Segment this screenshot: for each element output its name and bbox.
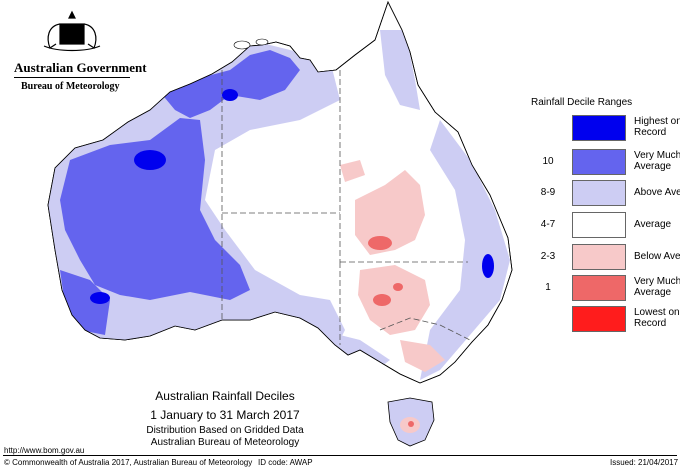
footer-divider	[3, 455, 677, 456]
legend-swatch	[572, 180, 626, 206]
legend-label: Below Average	[634, 251, 680, 262]
legend-item-average: 4-7 Average	[531, 212, 680, 238]
government-name: Australian Government	[14, 60, 147, 75]
legend-range: 10	[542, 156, 554, 167]
legend-range: 8-9	[540, 187, 556, 198]
legend-item-very-much-above: 10 Very Much Above Average	[531, 149, 680, 175]
tasmania	[387, 397, 435, 447]
issued-date: Issued: 21/04/2017	[610, 458, 679, 467]
legend-swatch	[572, 212, 626, 238]
legend-range: 4-7	[540, 219, 556, 230]
map-period: 1 January to 31 March 2017	[150, 408, 300, 422]
legend-swatch	[572, 149, 626, 175]
legend-label: Lowest on Record	[634, 307, 680, 329]
legend-label: Average	[634, 219, 672, 230]
legend-swatch	[572, 275, 626, 301]
legend-range: 2-3	[540, 251, 556, 262]
legend-item-lowest: Lowest on Record	[531, 306, 680, 332]
islands	[233, 38, 269, 50]
legend-item-highest: Highest on Record	[531, 115, 680, 141]
legend-swatch	[572, 115, 626, 141]
map-method: Distribution Based on Gridded Data	[146, 425, 304, 436]
website-url: http://www.bom.gov.au	[4, 446, 85, 455]
map-source: Australian Bureau of Meteorology	[150, 437, 300, 448]
header-divider	[14, 77, 130, 78]
copyright-text: © Commonwealth of Australia 2017, Austra…	[4, 458, 253, 467]
legend-swatch	[572, 306, 626, 332]
id-code: ID code: AWAP	[258, 458, 313, 467]
bureau-name: Bureau of Meteorology	[21, 81, 120, 92]
legend-title: Rainfall Decile Ranges	[531, 97, 633, 108]
legend-item-very-much-below: 1 Very Much Below Average	[531, 275, 680, 301]
legend-label: Highest on Record	[634, 116, 680, 138]
legend-label: Very Much Above Average	[634, 150, 680, 172]
legend-label: Very Much Below Average	[634, 276, 680, 298]
legend-label: Above Average	[634, 187, 680, 198]
legend-swatch	[572, 244, 626, 270]
state-borders	[221, 70, 471, 345]
map-title: Australian Rainfall Deciles	[155, 389, 295, 403]
legend-item-above: 8-9 Above Average	[531, 180, 680, 206]
legend-item-below: 2-3 Below Average	[531, 244, 680, 270]
coat-of-arms-icon	[43, 10, 101, 52]
map-title-block: Australian Rainfall Deciles 1 January to…	[110, 389, 340, 448]
legend-range: 1	[545, 282, 551, 293]
mainland-australia	[47, 0, 513, 384]
